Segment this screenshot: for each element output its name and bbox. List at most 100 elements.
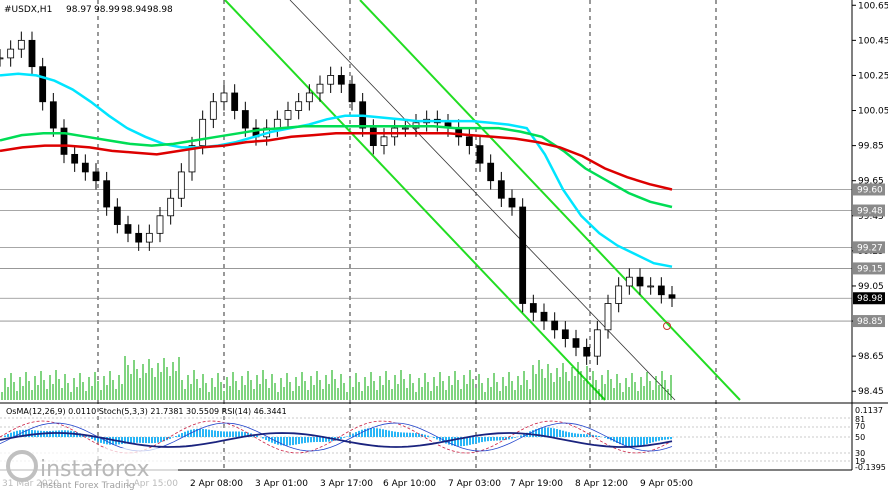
candle-body — [177, 171, 185, 199]
oscillator-axis-label: 70 — [855, 422, 865, 431]
price-tick-label: 99.65 — [858, 177, 884, 187]
candle-body — [327, 75, 335, 85]
time-axis-label: 7 Apr 19:00 — [510, 479, 563, 489]
candle-body — [519, 206, 527, 304]
candle-body — [465, 136, 473, 147]
ohlc-low: 98.94 — [121, 5, 147, 15]
price-tick-label: 100.25 — [858, 71, 888, 81]
oscillator-axis-label: 50 — [855, 433, 865, 442]
candle-body — [273, 118, 281, 129]
candlestick-series — [0, 31, 676, 365]
price-level-tag-label: 98.85 — [857, 317, 883, 327]
moving-average-line — [0, 72, 673, 268]
candle-body — [604, 303, 612, 331]
ohlc-open: 98.97 — [66, 5, 92, 15]
rsi-line — [0, 432, 673, 448]
candle-body — [401, 127, 409, 130]
instaforex-logo-icon — [6, 450, 38, 482]
time-axis-label: 6 Apr 10:00 — [383, 479, 436, 489]
candle-body — [284, 110, 292, 120]
oscillator-axis-label: -0.1395 — [855, 463, 886, 472]
price-tick-label: 99.45 — [858, 212, 884, 222]
price-tick-label: 100.05 — [858, 107, 888, 117]
candle-body — [636, 276, 644, 287]
oscillator-axis-label: 81 — [855, 415, 865, 424]
candle-body — [113, 206, 121, 225]
candle-body — [497, 180, 505, 199]
candle-body — [220, 92, 228, 103]
candle-body — [668, 294, 676, 299]
price-level-tag-label: 98.98 — [857, 294, 883, 304]
candle-body — [0, 57, 4, 60]
time-axis-label: 3 Apr 17:00 — [320, 479, 373, 489]
candle-body — [17, 39, 25, 50]
price-level-tag — [853, 241, 885, 254]
candle-body — [135, 232, 143, 243]
candle-body — [529, 303, 537, 313]
candle-body — [316, 83, 324, 94]
candle-body — [241, 110, 249, 129]
candle-body — [188, 145, 196, 173]
price-tick-label: 99.05 — [858, 282, 884, 292]
price-level-tag — [853, 183, 885, 196]
price-level-tag-label: 99.27 — [857, 243, 883, 253]
candle-body — [551, 320, 559, 331]
candle-body — [71, 153, 79, 164]
price-tick-label: 100.45 — [858, 36, 888, 46]
watermark-tagline: Instant Forex Trading — [40, 481, 135, 491]
candle-body — [92, 171, 100, 182]
candle-body — [561, 329, 569, 339]
candle-body — [231, 92, 239, 111]
price-level-tag — [853, 292, 885, 305]
time-axis-label: 3 Apr 01:00 — [255, 479, 308, 489]
time-axis-label: 9 Apr 05:00 — [640, 479, 693, 489]
symbol-header: #USDX,H1 — [4, 5, 52, 15]
candle-body — [657, 285, 665, 296]
price-level-tag — [853, 262, 885, 275]
time-axis-label: 7 Apr 03:00 — [448, 479, 501, 489]
candle-body — [156, 215, 164, 234]
ohlc-close: 98.98 — [147, 5, 173, 15]
price-tick-label: 98.45 — [858, 387, 884, 397]
time-axis-label: 8 Apr 12:00 — [575, 479, 628, 489]
candle-body — [305, 92, 313, 103]
moving-average-line — [0, 132, 673, 191]
candle-body — [540, 311, 548, 322]
price-level-tag-label: 99.60 — [857, 185, 883, 195]
channel-lower-line — [224, 0, 606, 401]
candle-body — [369, 127, 377, 147]
candle-body — [124, 224, 132, 234]
moving-average-lines — [0, 72, 673, 268]
candle-body — [476, 145, 484, 164]
candle-body — [295, 101, 303, 111]
price-level-tag-label: 99.15 — [857, 264, 883, 274]
time-axis-label: 2 Apr 08:00 — [190, 479, 243, 489]
candle-body — [615, 285, 623, 304]
trend-channel-lines — [224, 0, 741, 401]
candle-body — [145, 232, 153, 243]
vertical-grid — [97, 0, 717, 470]
oscillator-axis-label: 19 — [855, 457, 865, 466]
price-tick-label: 100.65 — [858, 1, 888, 11]
price-axis: 100.65 100.45 100.25 100.05 99.85 99.65 99.45 9… — [851, 0, 888, 470]
candle-body — [348, 83, 356, 103]
candle-body — [199, 118, 207, 147]
candle-body — [583, 346, 591, 357]
candle-body — [593, 329, 601, 357]
candle-body — [103, 180, 111, 208]
oscillator-axis-label: 30 — [855, 449, 865, 458]
candle-body — [167, 197, 175, 217]
channel-marker — [663, 322, 671, 330]
instaforex-watermark: instaforex Instant Forex Trading — [0, 448, 178, 492]
price-level-tag — [853, 204, 885, 217]
candle-body — [337, 75, 345, 85]
price-tick-label: 99.85 — [858, 142, 884, 152]
candle-body — [209, 101, 217, 120]
candle-body — [60, 127, 68, 155]
watermark-brand: instaforex — [40, 457, 150, 482]
candle-body — [81, 162, 89, 173]
channel-middle-line — [289, 0, 676, 401]
